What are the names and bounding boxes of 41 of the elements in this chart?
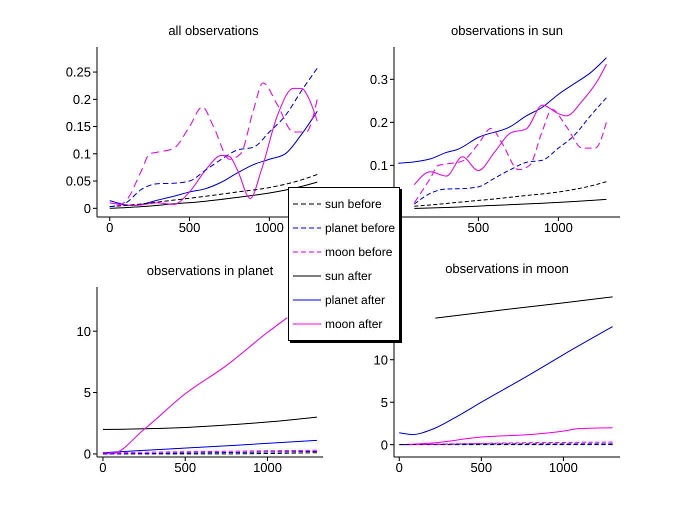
legend-label: sun after (325, 269, 372, 283)
line-series (102, 416, 318, 430)
y-tick-label: 5 (84, 385, 91, 400)
y-tick-label: 0.3 (370, 72, 388, 87)
y-tick-label: 5 (380, 394, 388, 410)
x-tick-label: 1000 (544, 220, 573, 236)
x-tick-label: 1000 (254, 220, 284, 236)
legend-label: planet after (325, 293, 386, 307)
line-series (434, 296, 614, 319)
chart-title: all observations (167, 23, 260, 38)
legend-label: sun before (325, 197, 382, 211)
line-series (398, 427, 614, 446)
chart-title: observations in moon (444, 261, 570, 276)
y-tick-label: 0 (380, 437, 388, 452)
legend-label: planet before (325, 221, 396, 235)
y-tick-label: 0 (84, 446, 91, 462)
x-tick-label: 0 (106, 220, 114, 236)
y-tick-label: 0 (84, 200, 91, 216)
legend-label: moon after (325, 317, 382, 331)
y-tick-label: 0.2 (72, 92, 91, 107)
x-tick-label: 500 (178, 220, 200, 236)
chart-title: observations in planet (146, 263, 274, 278)
y-tick-label: 0.1 (370, 158, 388, 173)
line-series (398, 326, 614, 435)
x-tick-label: 0 (396, 460, 403, 476)
legend-label: moon before (325, 245, 392, 259)
y-tick-label: 0.25 (66, 64, 91, 80)
line-series (398, 57, 607, 164)
x-tick-label: 500 (174, 460, 196, 476)
x-tick-label: 1000 (253, 460, 282, 476)
y-tick-label: 0.05 (66, 174, 91, 189)
x-tick-label: 0 (99, 460, 107, 476)
chart-title: observations in sun (450, 23, 564, 38)
x-tick-label: 500 (470, 460, 492, 476)
x-tick-label: 1000 (548, 460, 578, 476)
y-tick-label: 0.15 (66, 119, 91, 134)
y-tick-label: 0.2 (370, 114, 388, 130)
y-tick-label: 10 (76, 324, 91, 339)
x-tick-label: 500 (468, 220, 490, 236)
y-tick-label: 0.1 (72, 146, 91, 162)
y-tick-label: 10 (374, 352, 388, 368)
